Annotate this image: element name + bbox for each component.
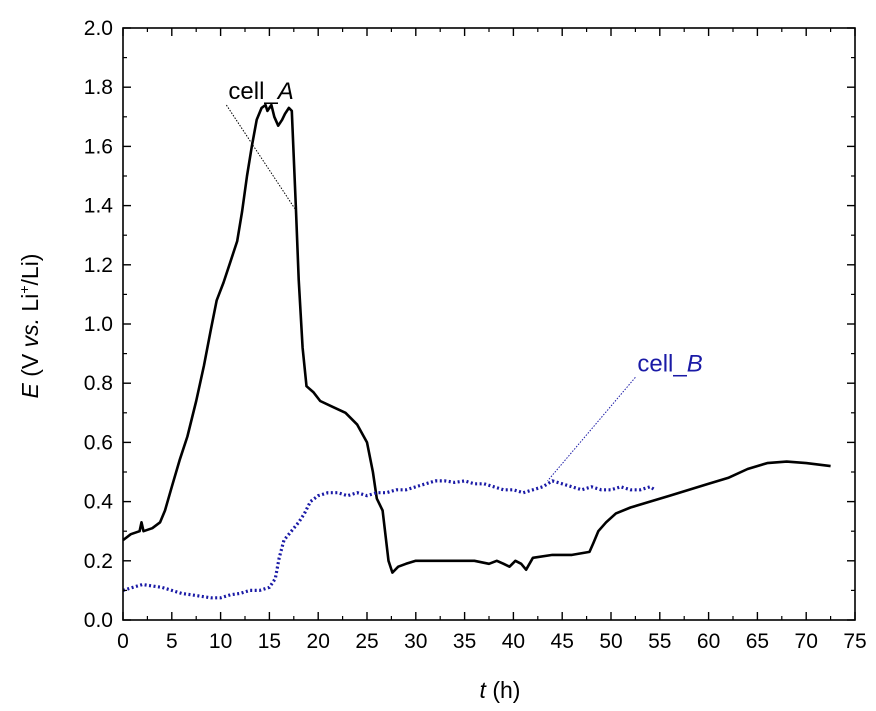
- x-axis-title: t (h): [480, 677, 521, 703]
- x-tick-label: 25: [355, 630, 378, 653]
- series-line-cell-a: [122, 103, 831, 574]
- series-label-italic: A: [276, 78, 294, 105]
- y-tick-label: 0.6: [84, 431, 113, 454]
- x-tick-label: 60: [697, 630, 720, 653]
- x-axis-title-unit: (h): [486, 677, 521, 703]
- y-tick-label: 0.4: [84, 491, 114, 514]
- x-tick-label: 20: [307, 630, 330, 653]
- y-tick-label: 1.6: [84, 135, 113, 158]
- x-tick-label: 65: [746, 630, 769, 653]
- series-line-cell-b: [122, 479, 656, 600]
- series-label-italic: B: [687, 350, 703, 377]
- y-axis-title-part1: (V: [17, 347, 43, 383]
- y-axis-title-superscript: +: [16, 285, 32, 293]
- tick-layer: 0 5 10 15 20 25 30 35 40 45 50 55 60 65 70 75 0.0 0.2 0.4 0…: [84, 17, 867, 653]
- y-axis-title-symbol: E: [17, 382, 43, 398]
- y-tick-label: 1.4: [84, 195, 114, 218]
- leader-line-cell-a: [225, 104, 296, 209]
- leader-line-cell-b: [547, 377, 636, 482]
- series-label-main: cell_: [228, 78, 278, 105]
- x-tick-label: 35: [453, 630, 476, 653]
- x-tick-label: 15: [258, 630, 281, 653]
- y-tick-label: 2.0: [84, 17, 113, 40]
- y-tick-label: 1.0: [84, 313, 113, 336]
- series-label-cell-b: cell_B: [637, 350, 702, 377]
- x-tick-label: 10: [209, 630, 232, 653]
- y-axis-title: E (V vs. Li+/Li): [16, 254, 43, 399]
- series-label-cell-a: cell_A: [228, 78, 293, 105]
- y-tick-label: 0.0: [84, 609, 113, 632]
- x-tick-label: 40: [502, 630, 525, 653]
- y-axis-title-vs: vs.: [17, 318, 43, 347]
- x-tick-label: 0: [117, 630, 129, 653]
- series-label-main: cell_: [637, 350, 687, 377]
- y-tick-label: 0.8: [84, 372, 113, 395]
- y-axis-title-part2: Li: [17, 294, 43, 318]
- x-tick-label: 5: [166, 630, 178, 653]
- x-tick-label: 70: [795, 630, 818, 653]
- series-layer: [122, 103, 831, 600]
- x-tick-label: 45: [551, 630, 574, 653]
- plot-frame: [122, 27, 856, 621]
- y-tick-label: 1.8: [84, 76, 113, 99]
- x-tick-label: 50: [599, 630, 622, 653]
- x-tick-label: 30: [404, 630, 427, 653]
- svg-text:t (h): t (h): [480, 677, 521, 703]
- x-axis-title-symbol: t: [480, 677, 488, 703]
- x-tick-label: 55: [648, 630, 671, 653]
- y-tick-label: 0.2: [84, 550, 113, 573]
- x-tick-label: 75: [843, 630, 866, 653]
- svg-text:E (V vs. Li+/Li): E (V vs. Li+/Li): [16, 254, 43, 399]
- y-tick-label: 1.2: [84, 254, 113, 277]
- y-axis-title-part3: /Li): [17, 254, 43, 286]
